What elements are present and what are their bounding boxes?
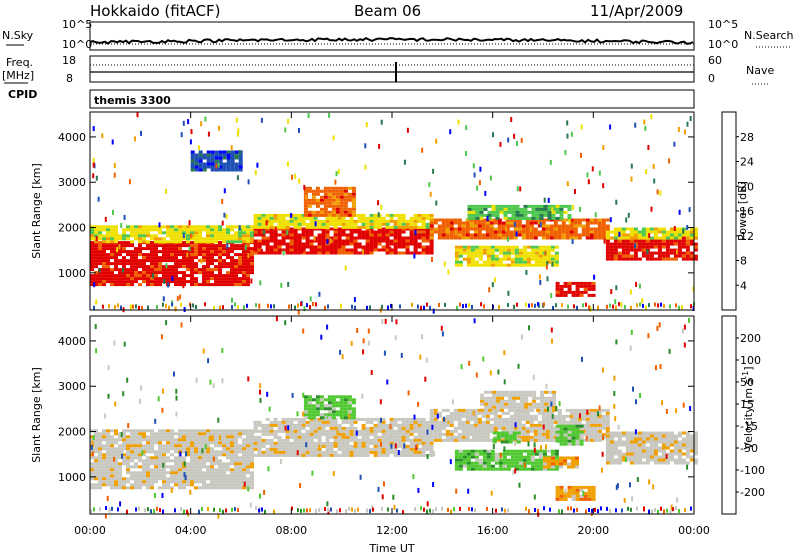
- velocity-panel: 4000 3000 2000 1000 00:00 04:00 08:00 12:00 16:…: [30, 112, 765, 554]
- power-heatmap: [90, 112, 698, 315]
- velocity-colorbar-tick: 200: [740, 332, 761, 345]
- power-ytick-label: 1000: [58, 267, 86, 280]
- power-colorbar-tick: 8: [740, 255, 747, 268]
- velocity-xtick-label: 08:00: [275, 524, 307, 537]
- power-band: [555, 281, 596, 297]
- velocity-colorbar-tick: -200: [740, 486, 765, 499]
- velocity-colorbar-tick: 50: [740, 376, 754, 389]
- power-band: [253, 227, 434, 255]
- power-colorbar-tick: 20: [740, 180, 754, 193]
- velocity-colorbar-tick: -15: [740, 420, 758, 433]
- nsky-label: N.Sky: [2, 29, 34, 42]
- velocity-xtick-label: 16:00: [477, 524, 509, 537]
- power-ylabel: Slant Range [km]: [30, 163, 43, 259]
- nsky-right-tick-bottom: 10^0: [708, 38, 738, 51]
- freq-frame: [89, 55, 695, 83]
- velocity-heatmap: [90, 316, 698, 519]
- cpid-panel: themis 3300: [89, 89, 695, 109]
- velocity-band: [555, 485, 596, 501]
- velocity-ytick-label: 1000: [58, 471, 86, 484]
- velocity-colorbar-tick: -100: [740, 464, 765, 477]
- velocity-ytick-label: 2000: [58, 426, 86, 439]
- freq-tick-bottom: 8: [66, 72, 73, 85]
- power-band: [429, 218, 610, 240]
- cpid-value: themis 3300: [94, 94, 171, 107]
- power-colorbar-tick: 16: [740, 205, 754, 218]
- freq-tick-top: 18: [62, 54, 76, 67]
- velocity-band: [555, 424, 584, 446]
- nsky-right-tick-top: 10^5: [708, 18, 738, 31]
- velocity-colorbar-tick: 100: [740, 354, 761, 367]
- power-colorbar-tick: 28: [740, 131, 754, 144]
- velocity-ytick-label: 3000: [58, 380, 86, 393]
- velocity-ylabel: Slant Range [km]: [30, 367, 43, 463]
- velocity-xtick-label: 00:00: [678, 524, 710, 537]
- power-band: [303, 186, 356, 217]
- date-title: 11/Apr/2009: [590, 2, 684, 20]
- power-band: [467, 204, 572, 220]
- nave-tick-bottom: 0: [708, 72, 715, 85]
- velocity-band: [543, 456, 579, 469]
- cpid-label: CPID: [8, 88, 37, 101]
- power-band: [454, 245, 559, 267]
- site-title: Hokkaido (fitACF): [90, 2, 221, 20]
- power-colorbar-tick: 4: [740, 279, 747, 292]
- power-ytick-label: 4000: [58, 131, 86, 144]
- nsky-tick-top: 10^5: [62, 18, 92, 31]
- nave-label: Nave: [746, 64, 774, 77]
- velocity-ytick-label: 4000: [58, 335, 86, 348]
- freq-unit: [MHz]: [2, 69, 34, 82]
- power-ytick-label: 3000: [58, 176, 86, 189]
- velocity-xtick-label: 20:00: [577, 524, 609, 537]
- beam-title: Beam 06: [354, 2, 422, 20]
- velocity-band: [429, 408, 610, 442]
- nave-tick-top: 60: [708, 54, 722, 67]
- velocity-scatter-noise: [90, 316, 692, 519]
- power-colorbar-tick: 24: [740, 156, 754, 169]
- power-ytick-label: 2000: [58, 222, 86, 235]
- power-colorbar-label: Power [dB]: [736, 181, 749, 241]
- nsearch-label: N.Search: [744, 29, 794, 42]
- power-scatter-noise: [92, 112, 695, 315]
- velocity-colorbar-label: Velocity [m s-1]: [741, 366, 755, 449]
- nsky-trace: [89, 36, 694, 45]
- freq-panel: Freq. [MHz] 18 8 60 0 Nave CPID: [2, 54, 774, 101]
- nsky-panel: N.Sky 10^5 10^0 10^5 10^0 N.Search: [2, 18, 794, 51]
- velocity-band: [605, 431, 698, 465]
- cpid-frame: [89, 89, 695, 109]
- velocity-xlabel: Time UT: [368, 542, 414, 554]
- velocity-colorbar-tick: 15: [740, 398, 754, 411]
- power-band: [605, 236, 698, 261]
- power-band: [90, 225, 254, 244]
- power-panel: 4000 3000 2000 1000 Slant Range [km] 28 24 20…: [30, 111, 754, 315]
- velocity-xtick-label: 04:00: [175, 524, 207, 537]
- velocity-band: [253, 417, 434, 457]
- freq-label: Freq.: [6, 56, 33, 69]
- velocity-colorbar-tick: -50: [740, 442, 758, 455]
- power-band: [605, 227, 698, 240]
- velocity-xtick-label: 12:00: [376, 524, 408, 537]
- velocity-band: [492, 431, 521, 444]
- power-band: [90, 241, 254, 287]
- nsky-tick-bottom: 10^0: [62, 38, 92, 51]
- power-colorbar-tick: 12: [740, 230, 754, 243]
- velocity-band: [480, 390, 557, 412]
- nsky-frame: [89, 21, 695, 51]
- velocity-xtick-label: 00:00: [74, 524, 106, 537]
